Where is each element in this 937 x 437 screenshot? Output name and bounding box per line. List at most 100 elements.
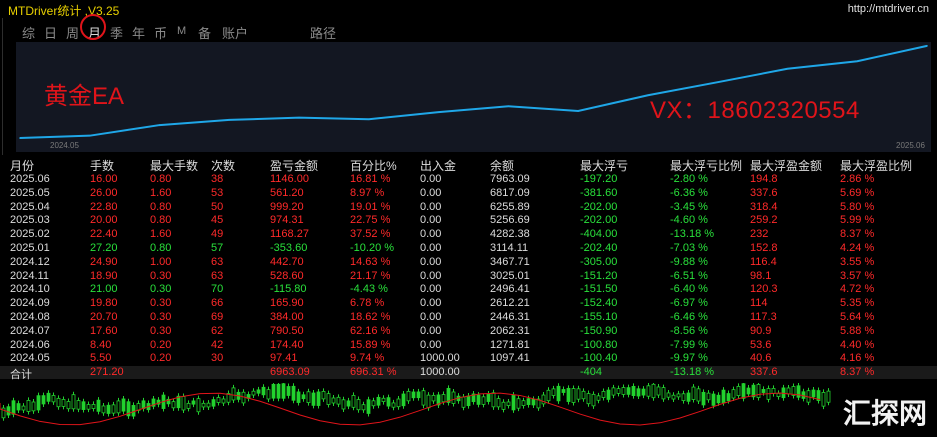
tab-day[interactable]: 日	[44, 26, 58, 41]
table-cell: -6.97 %	[670, 297, 708, 310]
candle-body	[421, 390, 426, 406]
tab-currency[interactable]: 币	[154, 26, 168, 41]
candle-body	[576, 388, 581, 400]
candle-body	[441, 394, 446, 403]
candle-body	[651, 383, 656, 399]
candle-body	[26, 399, 31, 412]
candle-body	[821, 392, 826, 407]
column-header[interactable]: 最大浮盈金额	[750, 159, 823, 173]
table-cell: 22.75 %	[350, 214, 391, 227]
candle-body	[121, 398, 126, 412]
column-header[interactable]: 最大浮盈比例	[840, 159, 913, 173]
column-header[interactable]: 最大手数	[150, 159, 199, 173]
tab-quarter[interactable]: 季	[110, 26, 124, 41]
column-header[interactable]: 出入金	[420, 159, 457, 173]
table-cell: 232	[750, 228, 769, 241]
candle-body	[356, 399, 361, 411]
candle-body	[686, 392, 691, 402]
table-cell: 42	[211, 338, 224, 351]
balance-point-2024.10	[368, 118, 370, 121]
candle-body	[596, 395, 601, 401]
candle-body	[791, 386, 796, 396]
candle-body	[286, 386, 291, 396]
candle-body	[696, 388, 701, 402]
tab-note[interactable]: 备	[198, 26, 212, 41]
table-cell: 152.8	[750, 242, 778, 254]
balance-point-2025.04	[786, 67, 789, 70]
candle-body	[451, 391, 456, 404]
tab-account[interactable]: 账户	[222, 26, 249, 41]
candle-body	[486, 393, 491, 402]
candle-body	[411, 391, 416, 399]
table-cell: 17.60	[90, 324, 118, 337]
table-cell: 0.00	[420, 311, 442, 323]
candle-body	[531, 398, 536, 406]
table-cell: 0.00	[420, 173, 442, 185]
table-cell: 4.24 %	[840, 242, 875, 254]
table-cell: 2024.11	[10, 269, 49, 282]
table-cell: -115.80	[270, 283, 307, 296]
table-cell: 384.00	[270, 311, 304, 323]
table-row: 2024.12 24.90 1.00 63 442.70 14.63 % 0.00 3467.…	[0, 256, 937, 269]
tab-bar: 综 日 周 月 季 年 币 M 备 账户 路径	[0, 18, 937, 42]
candle-body	[401, 393, 406, 407]
column-header[interactable]: 盈亏金额	[270, 159, 319, 173]
tab-summary[interactable]: 综	[22, 26, 36, 41]
candle-body	[676, 393, 681, 398]
table-cell: -305.00	[580, 255, 618, 268]
table-cell: -6.51 %	[670, 269, 708, 282]
candle-body	[661, 387, 666, 400]
candle-body	[541, 394, 546, 405]
table-cell: 7963.09	[490, 173, 530, 185]
table-cell: 63	[211, 255, 224, 268]
table-cell: 790.50	[270, 324, 304, 337]
table-cell: 114	[750, 297, 768, 310]
column-header[interactable]: 手数	[90, 159, 115, 173]
candle-body	[116, 400, 121, 414]
table-cell: -152.40	[580, 297, 618, 310]
candle-body	[186, 402, 191, 409]
candle-body	[626, 387, 631, 395]
table-cell: -9.88 %	[670, 255, 708, 268]
table-cell: 49	[211, 228, 224, 241]
table-cell: 2024.09	[10, 297, 50, 310]
candle-body	[216, 397, 221, 403]
x-tick-end: 2025.06	[896, 141, 925, 150]
table-cell: -6.36 %	[670, 186, 708, 199]
table-cell: 18.90	[90, 269, 118, 282]
table-cell: 37.52 %	[350, 228, 391, 241]
candle-body	[681, 393, 686, 402]
website-link[interactable]: http://mtdriver.cn	[847, 3, 929, 15]
column-header[interactable]: 百分比%	[350, 159, 397, 173]
candle-body	[301, 394, 306, 400]
table-cell: 3.55 %	[840, 255, 875, 268]
candle-body	[256, 389, 261, 394]
tab-path[interactable]: 路径	[310, 26, 337, 41]
column-header[interactable]: 最大浮亏	[580, 159, 629, 173]
table-cell: -13.18 %	[670, 366, 715, 379]
table-cell: 21.17 %	[350, 269, 391, 282]
table-cell: 0.30	[150, 311, 172, 323]
table-cell: -197.20	[580, 173, 618, 185]
candle-body	[426, 394, 431, 409]
column-header[interactable]: 月份	[10, 159, 35, 173]
table-header: 月份 手数 最大手数 次数 盈亏金额 百分比% 出入金 余额 最大浮亏 最大浮亏比例 最大浮盈金额 最…	[0, 155, 937, 173]
table-cell: 194.8	[750, 173, 778, 185]
table-cell: 0.80	[150, 214, 172, 227]
table-cell: 53	[211, 186, 224, 199]
candle-body	[581, 390, 586, 400]
table-cell: 2612.21	[490, 297, 530, 310]
column-header[interactable]: 最大浮亏比例	[670, 159, 743, 173]
tab-m[interactable]: M	[177, 25, 187, 37]
column-header[interactable]: 次数	[211, 159, 236, 173]
candle-body	[701, 391, 706, 406]
column-header[interactable]: 余额	[490, 159, 515, 173]
candle-body	[616, 388, 621, 394]
table-cell: -9.97 %	[670, 352, 708, 365]
table-cell: 3467.71	[490, 255, 530, 268]
tab-year[interactable]: 年	[132, 26, 146, 41]
tab-week[interactable]: 周	[66, 26, 80, 41]
candle-body	[816, 390, 821, 401]
table-cell: 19.80	[90, 297, 118, 310]
balance-point-2025.02	[647, 94, 649, 97]
